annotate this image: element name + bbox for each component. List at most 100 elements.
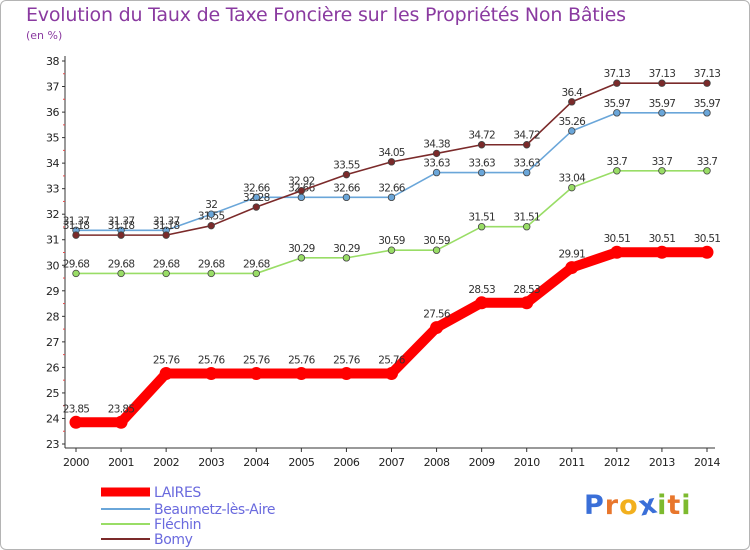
data-point	[523, 141, 531, 149]
data-label: 34.72	[513, 130, 540, 142]
data-label: 25.76	[378, 355, 406, 367]
data-point	[613, 167, 621, 175]
data-label: 28.53	[468, 284, 495, 296]
data-point	[430, 321, 444, 335]
data-point	[658, 109, 666, 117]
data-label: 31.18	[63, 220, 90, 232]
data-label: 31.51	[513, 212, 540, 224]
x-tick-label: 2005	[288, 456, 314, 469]
legend-label: Fléchin	[154, 517, 201, 533]
y-tick-label: 29	[46, 285, 59, 298]
data-point	[117, 269, 125, 278]
data-label: 33.04	[559, 173, 587, 185]
data-label: 30.29	[333, 243, 360, 255]
data-label: 25.76	[198, 355, 226, 367]
series-line	[71, 247, 712, 428]
data-point	[114, 415, 128, 429]
data-point	[387, 193, 396, 202]
data-point	[339, 367, 353, 381]
data-label: 33.7	[697, 156, 718, 168]
y-tick-label: 33	[46, 183, 59, 196]
data-label: 30.59	[423, 235, 450, 247]
data-point	[700, 245, 714, 259]
proxiti-logo: Proxiti	[584, 488, 692, 522]
x-tick-label: 2008	[424, 456, 450, 469]
y-tick-label: 25	[46, 387, 59, 400]
data-label: 34.72	[468, 130, 495, 142]
data-label: 33.7	[607, 156, 628, 168]
x-tick-label: 2012	[604, 456, 630, 469]
data-point	[655, 245, 669, 259]
data-label: 30.51	[604, 233, 631, 245]
data-point	[252, 269, 260, 278]
x-tick-label: 2000	[63, 456, 89, 469]
data-label: 32.28	[243, 192, 270, 204]
data-label: 28.53	[513, 284, 540, 296]
data-label: 31.18	[153, 220, 180, 232]
data-label: 33.63	[468, 158, 495, 170]
x-tick-label: 2011	[559, 456, 585, 469]
data-point	[613, 109, 621, 117]
data-point	[297, 193, 306, 202]
data-label: 32.66	[333, 182, 361, 194]
data-point	[477, 223, 486, 231]
data-label: 31.18	[108, 220, 135, 232]
data-label: 29.68	[63, 258, 90, 270]
data-point	[568, 183, 576, 192]
data-point	[342, 193, 351, 202]
data-point	[159, 367, 173, 381]
series-line	[75, 112, 708, 232]
data-point	[385, 367, 398, 381]
data-label: 29.68	[243, 258, 270, 270]
data-label: 25.76	[288, 355, 316, 367]
data-point	[162, 231, 170, 239]
data-point	[207, 210, 215, 218]
data-point	[703, 167, 711, 175]
x-tick-label: 2010	[514, 456, 540, 469]
legend-label: LAIRES	[154, 485, 201, 501]
data-label: 31.37	[153, 215, 180, 227]
data-label: 25.76	[333, 355, 361, 367]
data-point	[658, 167, 666, 175]
series-laires: 23.85 23.85 25.76 25.76 25.76 25.76 25.76 25.76…	[63, 233, 721, 429]
data-label: 35.26	[559, 116, 587, 128]
data-label: 33.55	[333, 160, 360, 172]
data-point	[249, 367, 263, 381]
data-point	[387, 158, 396, 166]
data-point	[162, 269, 170, 278]
data-point	[342, 170, 351, 179]
data-point	[520, 296, 534, 310]
data-label: 32	[205, 199, 217, 211]
data-label: 32.66	[243, 182, 271, 194]
data-label: 27.56	[423, 309, 451, 321]
x-tick-label: 2001	[108, 456, 134, 469]
data-label: 31.55	[198, 211, 225, 223]
data-label: 34.05	[378, 147, 405, 159]
data-point	[610, 245, 624, 259]
x-tick-label: 2003	[198, 456, 224, 469]
data-label: 30.29	[288, 243, 315, 255]
data-label: 31.37	[63, 215, 90, 227]
y-tick-label: 26	[46, 361, 59, 374]
y-tick-label: 35	[46, 132, 59, 145]
x-tick-label: 2004	[243, 456, 269, 469]
data-label: 37.13	[604, 68, 631, 80]
data-label: 35.97	[694, 98, 721, 110]
data-label: 35.97	[649, 98, 676, 110]
y-tick-label: 31	[46, 234, 59, 247]
y-tick-label: 30	[46, 259, 59, 272]
y-tick-label: 34	[46, 157, 59, 170]
y-tick-label: 32	[46, 208, 59, 221]
y-tick-label: 37	[46, 81, 59, 94]
data-label: 25.76	[153, 355, 181, 367]
data-point	[342, 254, 351, 262]
data-label: 31.51	[468, 212, 495, 224]
data-label: 32.92	[288, 176, 315, 188]
data-point	[294, 367, 308, 381]
logo-letter: r	[604, 490, 620, 521]
logo-letter: t	[667, 490, 682, 521]
data-label: 23.85	[108, 403, 135, 415]
chart-title: Evolution du Taux de Taxe Foncière sur l…	[26, 4, 626, 26]
